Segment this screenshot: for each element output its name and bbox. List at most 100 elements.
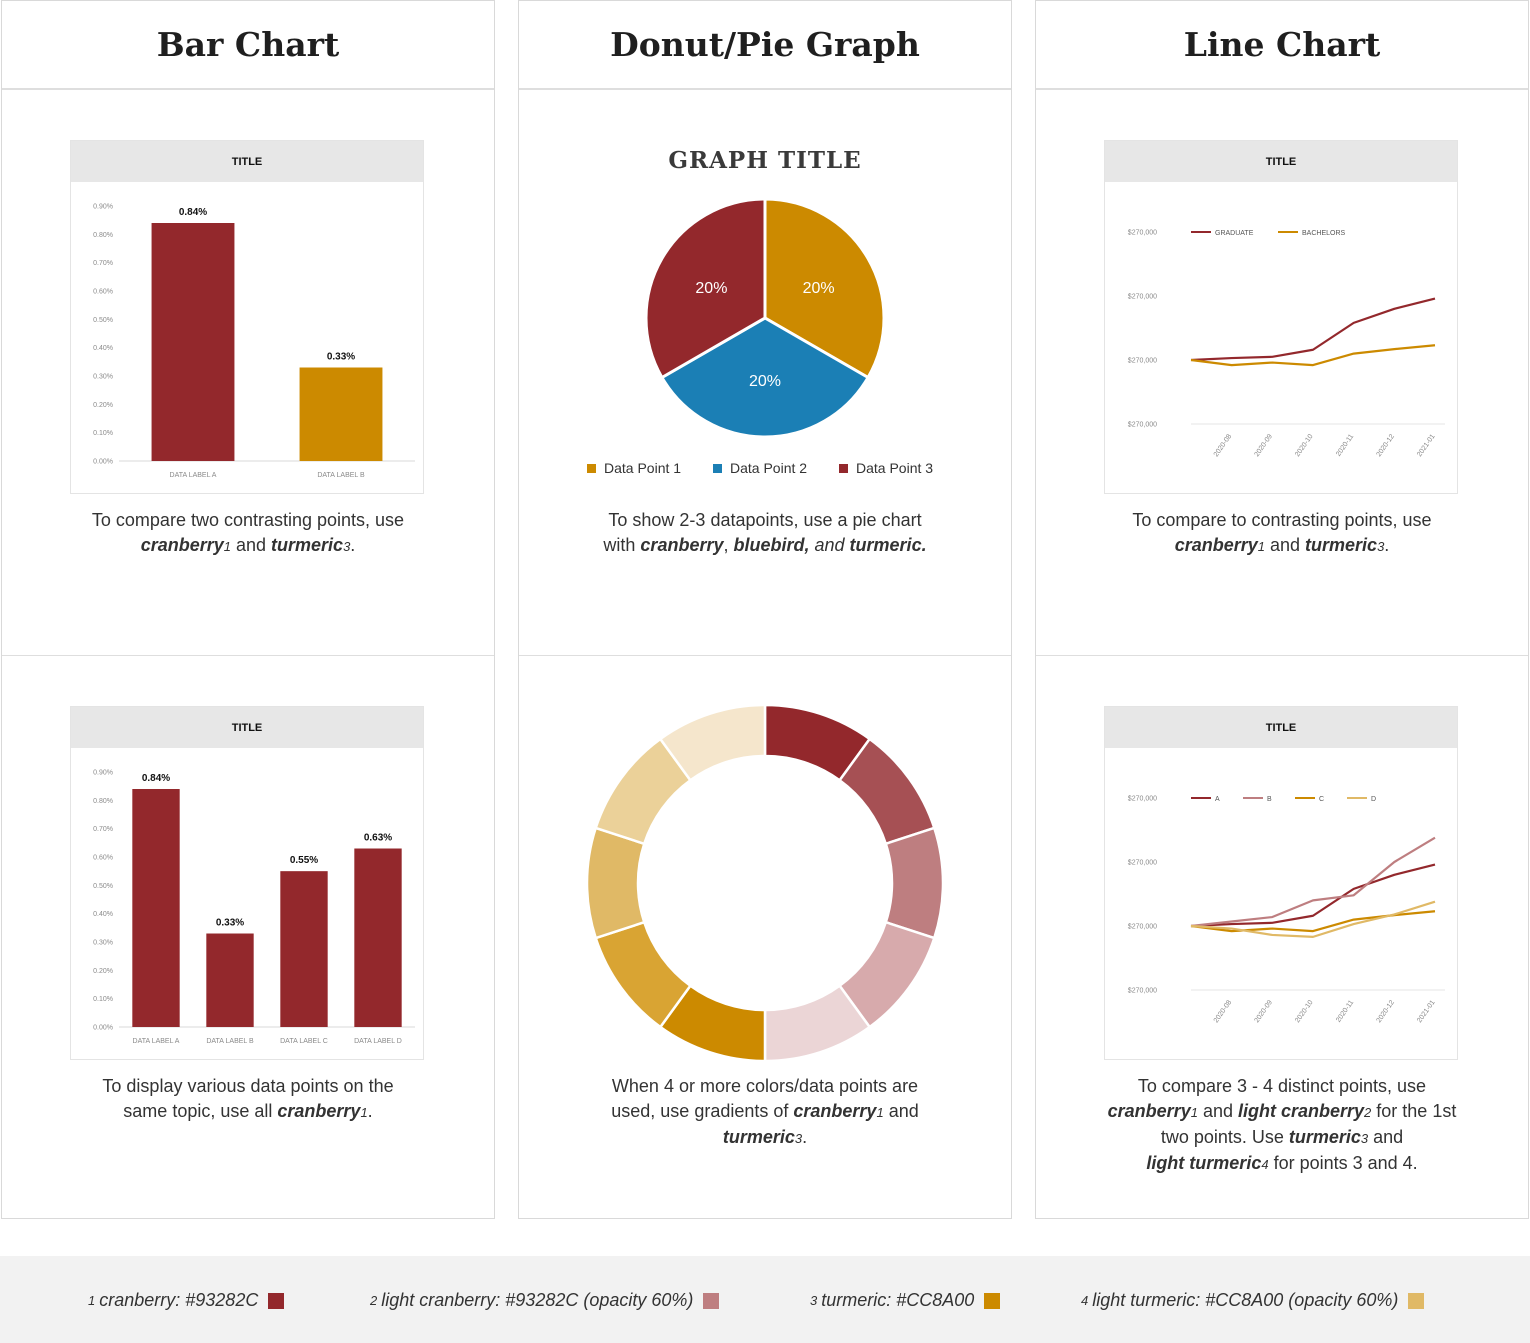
legend-label: D: [1371, 796, 1376, 803]
x-category-label: DATA LABEL D: [354, 1038, 402, 1045]
x-category-label: DATA LABEL B: [317, 472, 365, 479]
line-chart-card: TITLE $270,000 $270,000 $270,000 $270,000 20…: [1104, 706, 1458, 1060]
x-tick-label: 2020-11: [1335, 999, 1355, 1024]
legend-item-cranberry: 1 cranberry: #93282C: [88, 1290, 285, 1311]
donut-segment: [884, 826, 945, 940]
y-tick-label: 0.50%: [93, 883, 113, 890]
line-chart-column: Line Chart TITLE $270,000 $270,000 $270,00…: [1035, 0, 1529, 1219]
color-swatch: [1408, 1292, 1425, 1309]
bar-description-bottom: To display various data points on the sa…: [102, 1076, 394, 1121]
y-tick-label: 0.00%: [93, 1025, 113, 1032]
bar-chart-four-points: 0.00% 0.10% 0.20% 0.30% 0.40% 0.50% 0.60% 0.70%…: [93, 770, 415, 1045]
column-heading: Line Chart: [1036, 1, 1528, 90]
line-series: [1190, 836, 1436, 928]
y-tick-label: $270,000: [1128, 988, 1157, 995]
legend-label: A: [1215, 796, 1220, 803]
donut-segment: [658, 703, 767, 783]
column-heading: Donut/Pie Graph: [519, 1, 1011, 90]
legend-label: Data Point 2: [730, 460, 807, 476]
bar-value-label: 0.33%: [216, 918, 244, 929]
bar: [299, 367, 383, 461]
line-description-top: To compare to contrasting points, use cr…: [1132, 510, 1432, 555]
legend-item-light-turmeric: 4 light turmeric: #CC8A00 (opacity 60%): [1081, 1290, 1425, 1311]
x-tick-label: 2020-09: [1253, 999, 1274, 1024]
y-tick-label: 0.80%: [93, 232, 113, 239]
y-tick-label: $270,000: [1128, 294, 1157, 301]
y-tick-label: 0.90%: [93, 204, 113, 211]
bar: [132, 789, 180, 1027]
x-tick-label: 2021-01: [1416, 999, 1437, 1024]
bar-chart-cell-bottom: TITLE 0.00% 0.10% 0.20% 0.30% 0.40% 0.50% 0.60…: [2, 655, 494, 1219]
x-tick-label: 2020-10: [1294, 433, 1315, 458]
line-chart-four-series: $270,000 $270,000 $270,000 $270,000 2020-08 2…: [1128, 796, 1445, 1024]
y-tick-label: 0.10%: [93, 996, 113, 1003]
bar-value-label: 0.84%: [142, 773, 170, 784]
y-tick-label: 0.40%: [93, 345, 113, 352]
y-tick-label: 0.70%: [93, 826, 113, 833]
donut-chart-cell: When 4 or more colors/data points are us…: [519, 655, 1011, 1219]
legend-swatch: [839, 464, 848, 473]
y-tick-label: $270,000: [1128, 860, 1157, 867]
donut-description: When 4 or more colors/data points are us…: [611, 1076, 919, 1147]
y-tick-label: 0.80%: [93, 798, 113, 805]
pie-chart: GRAPH TITLE 20% 20% 20% Data Point 1 Data Poi…: [587, 147, 933, 476]
x-tick-label: 2020-08: [1213, 999, 1234, 1024]
x-tick-label: 2021-01: [1416, 433, 1437, 458]
line-chart-cell-bottom: TITLE $270,000 $270,000 $270,000 $270,000 20…: [1036, 655, 1528, 1219]
bar-chart-two-points: 0.00% 0.10% 0.20% 0.30% 0.40% 0.50% 0.60% 0.70%…: [93, 204, 415, 479]
x-tick-label: 2020-12: [1375, 999, 1396, 1024]
legend-label: Data Point 3: [856, 460, 933, 476]
column-heading: Bar Chart: [2, 1, 494, 90]
color-swatch: [268, 1292, 285, 1309]
bar-value-label: 0.55%: [290, 855, 318, 866]
bar-chart-card: TITLE 0.00% 0.10% 0.20% 0.30% 0.40% 0.50% 0.60…: [70, 140, 424, 494]
line-series: [1190, 344, 1436, 367]
x-tick-label: 2020-11: [1335, 433, 1355, 458]
x-category-label: DATA LABEL A: [133, 1038, 180, 1045]
legend-label: GRADUATE: [1215, 230, 1254, 237]
y-tick-label: 0.30%: [93, 940, 113, 947]
y-tick-label: 0.30%: [93, 374, 113, 381]
y-tick-label: $270,000: [1128, 924, 1157, 931]
bar-value-label: 0.63%: [364, 833, 392, 844]
y-tick-label: 0.40%: [93, 911, 113, 918]
bar-chart-card: TITLE 0.00% 0.10% 0.20% 0.30% 0.40% 0.50% 0.60…: [70, 706, 424, 1060]
legend-label: C: [1319, 796, 1324, 803]
pie-slice: [659, 316, 871, 439]
x-category-label: DATA LABEL C: [280, 1038, 328, 1045]
chart-title: TITLE: [1105, 707, 1457, 748]
line-series: [1190, 900, 1436, 938]
color-swatch: [703, 1292, 720, 1309]
y-tick-label: $270,000: [1128, 422, 1157, 429]
bar-chart-column: Bar Chart TITLE 0.00% 0.10% 0.20% 0.30% 0.40…: [1, 0, 495, 1219]
y-tick-label: 0.10%: [93, 430, 113, 437]
y-tick-label: 0.00%: [93, 459, 113, 466]
y-tick-label: 0.60%: [93, 289, 113, 296]
y-tick-label: 0.20%: [93, 402, 113, 409]
bar-chart-cell-top: TITLE 0.00% 0.10% 0.20% 0.30% 0.40% 0.50% 0.60…: [2, 90, 494, 655]
legend-label: BACHELORS: [1302, 230, 1346, 237]
line-chart-two-series: $270,000 $270,000 $270,000 $270,000 2020-08 2…: [1128, 230, 1445, 458]
pie-chart-cell-top: GRAPH TITLE 20% 20% 20% Data Point 1 Data Poi…: [519, 90, 1011, 655]
pie-slice-label: 20%: [695, 280, 727, 297]
color-swatch: [984, 1292, 1001, 1309]
y-tick-label: 0.60%: [93, 855, 113, 862]
legend-label: B: [1267, 796, 1272, 803]
x-tick-label: 2020-10: [1294, 999, 1315, 1024]
chart-title: TITLE: [71, 707, 423, 748]
line-chart-card: TITLE $270,000 $270,000 $270,000 $270,000 20…: [1104, 140, 1458, 494]
x-category-label: DATA LABEL B: [206, 1038, 254, 1045]
chart-title: TITLE: [1105, 141, 1457, 182]
pie-slice: [763, 197, 886, 380]
bar-value-label: 0.33%: [327, 352, 355, 363]
line-description-bottom: To compare 3 - 4 distinct points, use cr…: [1107, 1076, 1457, 1173]
chart-title: TITLE: [71, 141, 423, 182]
bar: [151, 223, 235, 461]
color-legend-bar: 1 cranberry: #93282C 2 light cranberry: …: [0, 1256, 1530, 1343]
donut-chart: [585, 703, 945, 1063]
x-tick-label: 2020-08: [1213, 433, 1234, 458]
legend-label: Data Point 1: [604, 460, 681, 476]
line-series: [1190, 297, 1436, 362]
y-tick-label: 0.90%: [93, 770, 113, 777]
legend-item-turmeric: 3 turmeric: #CC8A00: [810, 1290, 1001, 1311]
